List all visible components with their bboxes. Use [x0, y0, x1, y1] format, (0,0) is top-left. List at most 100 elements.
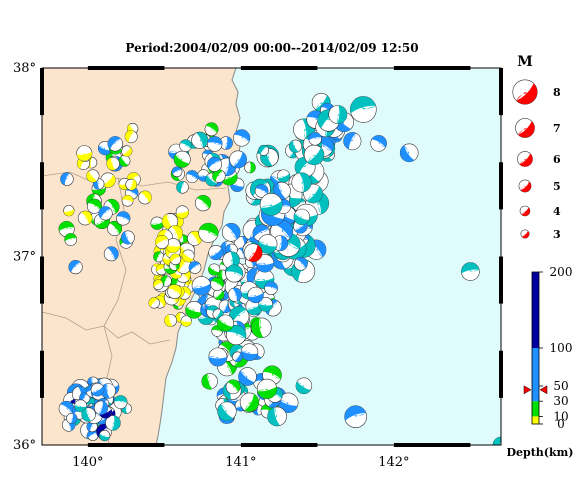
earthquake-symbol: [295, 377, 313, 395]
earthquake-symbol: [77, 210, 93, 226]
depth-tick-label: 100: [550, 341, 573, 355]
earthquake-symbol: [213, 288, 225, 301]
earthquake-symbol: [244, 161, 256, 174]
y-tick-label: 37°: [13, 250, 36, 265]
earthquake-symbol: [399, 143, 419, 163]
earthquake-symbol: [247, 286, 264, 304]
earthquake-symbol: [370, 135, 387, 152]
earthquake-symbol: [191, 131, 209, 149]
depth-scale-band: [532, 401, 539, 417]
magnitude-legend-symbol: [517, 151, 533, 167]
earthquake-symbol: [179, 139, 192, 153]
earthquake-symbol: [204, 122, 219, 137]
magnitude-legend-symbol: [520, 229, 530, 239]
earthquake-symbol: [229, 150, 247, 169]
magnitude-legend-label: 6: [553, 153, 561, 166]
earthquake-symbol: [188, 261, 202, 274]
earthquake-symbol: [225, 264, 244, 283]
earthquake-symbol: [169, 253, 182, 266]
map-area[interactable]: [40, 66, 509, 453]
earthquake-symbol: [219, 136, 233, 150]
earthquake-symbol: [181, 249, 195, 263]
earthquake-symbol: [58, 220, 75, 238]
earthquake-symbol: [259, 192, 283, 216]
x-tick-label: 141°: [225, 455, 256, 470]
earthquake-symbol: [217, 314, 234, 332]
earthquake-symbol: [210, 276, 225, 291]
magnitude-legend: M 8 7 6 5 4 3: [512, 54, 561, 241]
depth-tick-label: 50: [553, 379, 568, 393]
earthquake-symbol: [267, 406, 287, 427]
magnitude-legend-symbol: [518, 179, 532, 193]
magnitude-legend-symbol: [519, 205, 531, 217]
earthquake-symbol: [124, 130, 138, 144]
earthquake-symbol: [291, 172, 312, 193]
earthquake-symbol: [60, 172, 74, 186]
map-title: Period:2004/02/09 00:00--2014/02/09 12:5…: [125, 41, 418, 55]
earthquake-symbol: [125, 178, 138, 191]
magnitude-legend-title: M: [517, 54, 533, 70]
earthquake-symbol: [207, 156, 223, 172]
earthquake-symbol: [461, 262, 480, 281]
earthquake-symbol: [277, 169, 291, 183]
magnitude-legend-label: 5: [553, 180, 561, 193]
earthquake-symbol: [90, 382, 105, 397]
earthquake-symbol: [239, 392, 260, 412]
depth-scale-band: [532, 416, 539, 424]
earthquake-symbol: [308, 132, 322, 146]
earthquake-symbol: [81, 407, 96, 422]
depth-tick-label: 200: [550, 265, 573, 279]
y-tick-label: 36°: [13, 438, 36, 453]
earthquake-symbol: [121, 145, 133, 157]
depth-scale-band: [532, 348, 539, 402]
earthquake-symbol: [173, 150, 191, 168]
depth-tick-label: 30: [553, 394, 568, 408]
x-tick-label: 140°: [72, 455, 103, 470]
earthquake-symbol: [344, 405, 367, 429]
earthquake-symbol: [328, 105, 348, 124]
earthquake-symbol: [120, 230, 135, 245]
earthquake-symbol: [165, 238, 181, 253]
earthquake-symbol: [185, 170, 199, 184]
depth-marker-left: [523, 385, 532, 395]
earthquake-symbol: [180, 315, 192, 327]
earthquake-symbol: [121, 194, 134, 207]
earthquake-symbol: [343, 132, 362, 151]
earthquake-symbol: [86, 169, 100, 183]
magnitude-legend-symbol: [515, 118, 535, 138]
latest-event[interactable]: [243, 243, 263, 263]
earthquake-symbol: [66, 412, 78, 425]
earthquake-symbol: [240, 343, 259, 361]
earthquake-symbol: [238, 367, 257, 386]
earthquake-symbol: [86, 198, 102, 214]
earthquake-symbol: [191, 276, 212, 296]
earthquake-symbol: [264, 281, 278, 295]
depth-scale-band: [532, 272, 539, 348]
earthquake-symbol: [64, 233, 78, 246]
earthquake-symbol: [175, 205, 189, 219]
earthquake-symbol: [187, 230, 202, 246]
earthquake-symbol: [303, 144, 325, 166]
earthquake-symbol: [194, 194, 212, 212]
earthquake-symbol: [208, 263, 221, 276]
earthquake-symbol: [167, 284, 182, 299]
magnitude-legend-label: 3: [553, 228, 561, 241]
earthquake-symbol: [221, 222, 241, 242]
earthquake-symbol: [212, 169, 226, 183]
earthquake-symbol: [185, 300, 203, 319]
earthquake-symbol: [294, 256, 308, 271]
earthquake-symbol: [217, 401, 237, 421]
earthquake-symbol: [138, 190, 152, 205]
earthquake-symbol: [148, 297, 160, 309]
earthquake-symbol: [164, 314, 177, 327]
earthquake-symbol: [171, 166, 183, 178]
earthquake-symbol: [251, 317, 272, 339]
y-axis: 38° 37° 36°: [13, 61, 36, 453]
map-frame-ticks: [40, 66, 503, 447]
earthquake-symbol: [207, 136, 223, 152]
depth-tick-label: 10: [553, 409, 568, 423]
magnitude-legend-label: 7: [553, 122, 561, 135]
magnitude-legend-symbol: [512, 79, 538, 105]
earthquake-symbol: [225, 379, 241, 395]
